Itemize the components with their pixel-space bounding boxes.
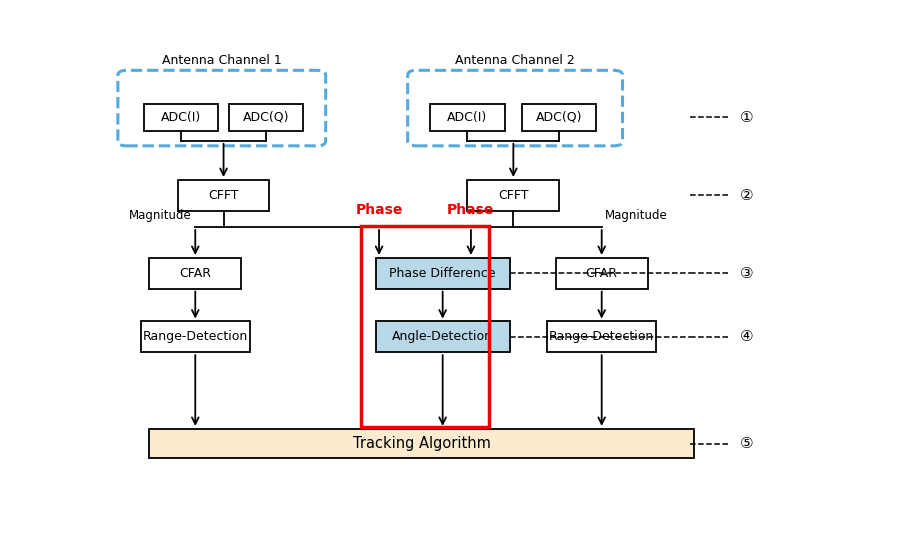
Text: Phase: Phase <box>355 203 403 217</box>
Text: CFFT: CFFT <box>208 189 239 202</box>
Text: Phase: Phase <box>446 203 494 217</box>
Text: Tracking Algorithm: Tracking Algorithm <box>353 436 490 451</box>
FancyBboxPatch shape <box>229 104 302 131</box>
Text: ①: ① <box>739 110 752 125</box>
Text: Range-Detection: Range-Detection <box>142 330 248 343</box>
FancyBboxPatch shape <box>466 180 558 211</box>
Text: ⑤: ⑤ <box>739 436 752 451</box>
Text: Angle-Detection: Angle-Detection <box>392 330 493 343</box>
Text: ②: ② <box>739 188 752 203</box>
FancyBboxPatch shape <box>149 429 693 458</box>
FancyBboxPatch shape <box>149 258 241 289</box>
Text: ④: ④ <box>739 329 752 344</box>
Text: CFFT: CFFT <box>497 189 528 202</box>
Text: Range-Detection: Range-Detection <box>548 330 653 343</box>
Text: Magnitude: Magnitude <box>605 209 667 222</box>
FancyBboxPatch shape <box>140 321 250 352</box>
Text: Magnitude: Magnitude <box>128 209 191 222</box>
Text: Phase Difference: Phase Difference <box>389 267 496 280</box>
FancyBboxPatch shape <box>375 258 509 289</box>
FancyBboxPatch shape <box>555 258 647 289</box>
Text: ADC(I): ADC(I) <box>161 111 201 124</box>
Text: ADC(Q): ADC(Q) <box>242 111 289 124</box>
Text: ADC(I): ADC(I) <box>446 111 487 124</box>
Text: CFAR: CFAR <box>179 267 211 280</box>
FancyBboxPatch shape <box>430 104 504 131</box>
FancyBboxPatch shape <box>522 104 596 131</box>
FancyBboxPatch shape <box>375 321 509 352</box>
Text: Antenna Channel 1: Antenna Channel 1 <box>162 54 281 67</box>
Text: Antenna Channel 2: Antenna Channel 2 <box>455 54 574 67</box>
Text: CFAR: CFAR <box>585 267 617 280</box>
FancyBboxPatch shape <box>178 180 270 211</box>
Text: ADC(Q): ADC(Q) <box>536 111 582 124</box>
Text: ③: ③ <box>739 266 752 281</box>
FancyBboxPatch shape <box>547 321 656 352</box>
FancyBboxPatch shape <box>144 104 218 131</box>
